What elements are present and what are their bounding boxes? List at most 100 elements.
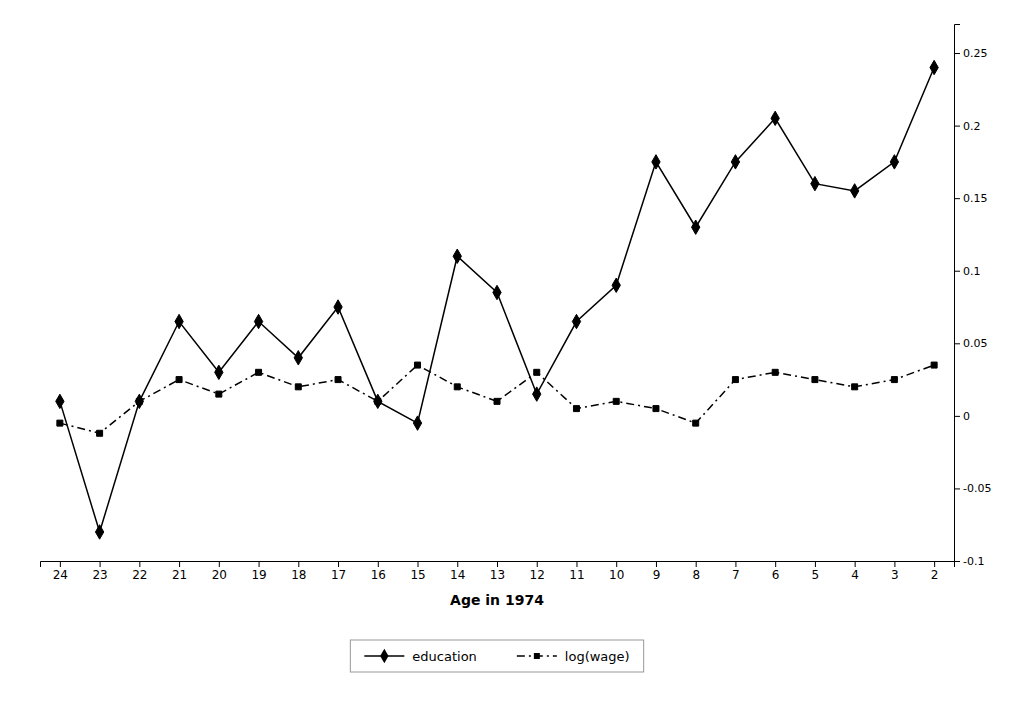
x-tick-label: 16 xyxy=(371,568,386,582)
series-marker xyxy=(811,176,819,190)
x-tick-mark xyxy=(775,561,776,567)
x-tick-label: 8 xyxy=(692,568,700,582)
x-tick-label: 6 xyxy=(772,568,780,582)
x-tick: 20 xyxy=(212,561,227,582)
series-marker xyxy=(256,369,262,375)
y-tick-label: -0.1 xyxy=(963,555,984,568)
x-tick-label: 3 xyxy=(891,568,899,582)
y-axis-line xyxy=(955,25,961,562)
x-tick-label: 21 xyxy=(172,568,187,582)
series-marker xyxy=(493,285,501,299)
y-tick: 0.05 xyxy=(954,337,988,350)
y-tick-label: 0.25 xyxy=(963,47,988,60)
y-tick-label: 0.2 xyxy=(963,120,981,133)
x-tick-mark xyxy=(815,561,816,567)
x-tick-label: 10 xyxy=(609,568,624,582)
y-tick: -0.1 xyxy=(954,555,984,568)
series-line xyxy=(60,365,934,433)
chart: 24232221201918171615141312111098765432-0… xyxy=(0,0,1024,701)
x-tick-mark xyxy=(378,561,379,567)
x-tick: 14 xyxy=(450,561,465,582)
x-tick-mark xyxy=(497,561,498,567)
x-tick-label: 12 xyxy=(530,568,545,582)
series-marker xyxy=(573,406,579,412)
series-marker xyxy=(294,351,302,365)
x-tick: 5 xyxy=(812,561,820,582)
legend-label: education xyxy=(412,649,477,664)
series-marker xyxy=(772,369,778,375)
x-tick: 18 xyxy=(291,561,306,582)
series-marker xyxy=(135,394,143,408)
series-marker xyxy=(891,377,897,383)
y-tick: 0.15 xyxy=(954,192,988,205)
x-tick-mark xyxy=(537,561,538,567)
x-tick: 9 xyxy=(653,561,661,582)
x-tick-label: 22 xyxy=(132,568,147,582)
x-tick-label: 17 xyxy=(331,568,346,582)
series-marker xyxy=(295,384,301,390)
series-marker xyxy=(693,420,699,426)
y-tick-mark xyxy=(954,126,960,127)
x-tick: 7 xyxy=(732,561,740,582)
x-tick-label: 13 xyxy=(490,568,505,582)
series-marker xyxy=(375,398,381,404)
series-marker xyxy=(771,111,779,125)
series-marker xyxy=(254,314,262,328)
series-line xyxy=(60,68,934,532)
x-tick: 24 xyxy=(53,561,68,582)
series-marker xyxy=(413,416,421,430)
x-tick-mark xyxy=(934,561,935,567)
x-tick-mark xyxy=(60,561,61,567)
y-tick: 0 xyxy=(954,410,970,423)
x-tick-mark xyxy=(855,561,856,567)
series-marker xyxy=(374,394,382,408)
series-marker xyxy=(216,391,222,397)
series-marker xyxy=(930,60,938,74)
x-tick-label: 24 xyxy=(53,568,68,582)
x-tick-mark xyxy=(894,561,895,567)
y-tick-mark xyxy=(954,271,960,272)
x-tick: 8 xyxy=(692,561,700,582)
x-tick-mark xyxy=(656,561,657,567)
legend: education log(wage) xyxy=(350,640,643,672)
x-tick: 16 xyxy=(371,561,386,582)
x-tick-mark xyxy=(219,561,220,567)
series-marker xyxy=(454,384,460,390)
y-tick-label: -0.05 xyxy=(963,482,991,495)
x-tick-label: 5 xyxy=(812,568,820,582)
x-tick-label: 14 xyxy=(450,568,465,582)
y-tick: 0.1 xyxy=(954,265,981,278)
x-tick: 11 xyxy=(569,561,584,582)
x-tick-mark xyxy=(100,561,101,567)
x-axis-title: Age in 1974 xyxy=(450,592,544,608)
legend-item: log(wage) xyxy=(517,649,630,664)
series-marker xyxy=(890,155,898,169)
series-marker xyxy=(56,394,64,408)
x-tick: 15 xyxy=(410,561,425,582)
series xyxy=(56,60,939,539)
series-marker xyxy=(812,377,818,383)
x-tick: 4 xyxy=(851,561,859,582)
x-tick-label: 20 xyxy=(212,568,227,582)
series-marker xyxy=(653,406,659,412)
x-axis: 24232221201918171615141312111098765432 xyxy=(41,561,955,582)
legend-marker xyxy=(380,649,388,663)
x-tick: 22 xyxy=(132,561,147,582)
x-tick-label: 9 xyxy=(653,568,661,582)
x-tick-mark xyxy=(298,561,299,567)
x-tick-label: 18 xyxy=(291,568,306,582)
series-marker xyxy=(136,398,142,404)
x-tick: 6 xyxy=(772,561,780,582)
series-marker xyxy=(97,430,103,436)
series-marker xyxy=(415,362,421,368)
series-marker xyxy=(534,369,540,375)
x-tick-label: 11 xyxy=(569,568,584,582)
series-marker xyxy=(652,155,660,169)
x-tick-mark xyxy=(735,561,736,567)
legend-label: log(wage) xyxy=(565,649,630,664)
series-marker xyxy=(692,220,700,234)
y-tick-label: 0 xyxy=(963,410,970,423)
x-tick: 3 xyxy=(891,561,899,582)
series-group xyxy=(56,60,939,539)
legend-frame xyxy=(350,640,643,672)
